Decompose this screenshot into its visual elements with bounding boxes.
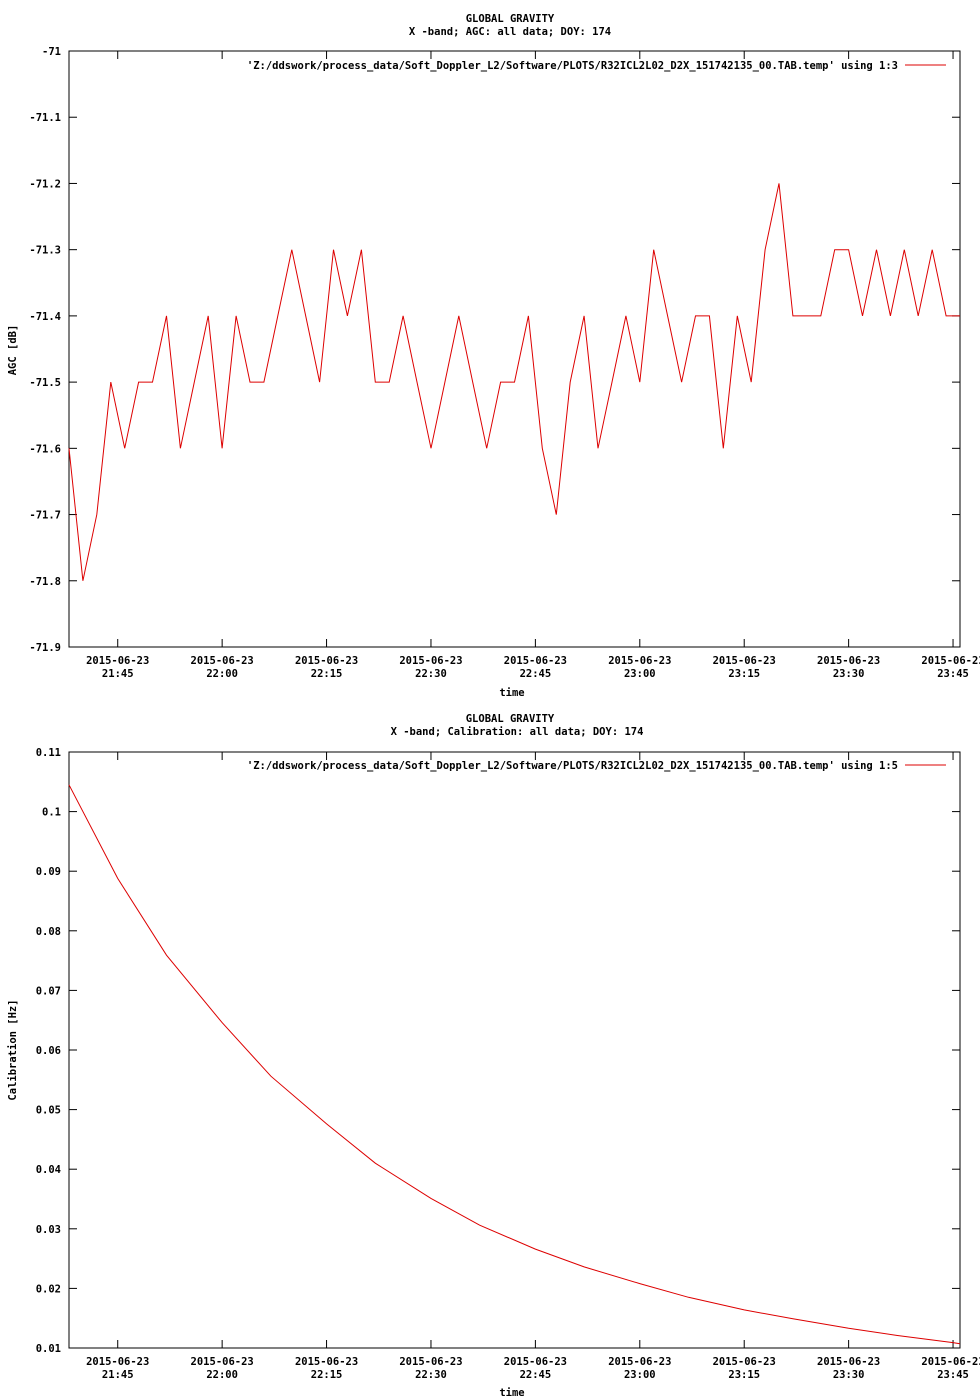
- calibration-plot-frame: [68, 751, 961, 1349]
- calibration-chart: GLOBAL GRAVITY X -band; Calibration: all…: [7, 713, 980, 1399]
- calibration-ytick-label: 0.02: [36, 1283, 61, 1295]
- calibration-xtick-time-label: 22:00: [206, 1369, 238, 1381]
- calibration-legend-label: 'Z:/ddswork/process_data/Soft_Doppler_L2…: [247, 760, 898, 772]
- calibration-xtick-time-label: 23:00: [624, 1369, 656, 1381]
- calibration-xtick-time-label: 23:45: [937, 1369, 969, 1381]
- agc-chart-subtitle: X -band; AGC: all data; DOY: 174: [409, 26, 611, 38]
- agc-ytick-label: -71.2: [29, 178, 61, 190]
- agc-xtick-time-label: 23:00: [624, 668, 656, 680]
- agc-ytick-label: -71: [42, 46, 61, 58]
- agc-xtick-date-label: 2015-06-23: [399, 655, 462, 667]
- agc-plot-frame: [68, 50, 961, 648]
- agc-y-axis: -71.9 -71.8 -71.7 -71.6 -71.5 -71.4 -71.3 -71.2…: [29, 46, 960, 654]
- agc-ytick-label: -71.1: [29, 112, 61, 124]
- calibration-xtick-time-label: 23:15: [728, 1369, 760, 1381]
- agc-xtick-time-label: 23:45: [937, 668, 969, 680]
- agc-x-axis-label: time: [499, 687, 524, 699]
- calibration-xtick-date-label: 2015-06-23: [608, 1356, 671, 1368]
- calibration-x-axis: 2015-06-2321:452015-06-2322:002015-06-23…: [86, 752, 980, 1381]
- calibration-ytick-label: 0.11: [36, 747, 61, 759]
- agc-ytick-label: -71.6: [29, 443, 61, 455]
- agc-xtick-date-label: 2015-06-23: [817, 655, 880, 667]
- calibration-ytick-label: 0.08: [36, 926, 61, 938]
- calibration-xtick-time-label: 23:30: [833, 1369, 865, 1381]
- calibration-xtick-date-label: 2015-06-23: [86, 1356, 149, 1368]
- calibration-xtick-date-label: 2015-06-23: [921, 1356, 980, 1368]
- calibration-xtick-time-label: 22:30: [415, 1369, 447, 1381]
- calibration-ytick-label: 0.05: [36, 1105, 61, 1117]
- calibration-xtick-time-label: 22:15: [311, 1369, 343, 1381]
- calibration-chart-subtitle: X -band; Calibration: all data; DOY: 174: [391, 726, 644, 738]
- calibration-ytick-label: 0.09: [36, 866, 61, 878]
- agc-xtick-time-label: 23:30: [833, 668, 865, 680]
- calibration-xtick-date-label: 2015-06-23: [817, 1356, 880, 1368]
- calibration-ytick-label: 0.06: [36, 1045, 61, 1057]
- agc-ytick-label: -71.9: [29, 642, 61, 654]
- calibration-ytick-label: 0.01: [36, 1343, 61, 1355]
- agc-xtick-date-label: 2015-06-23: [191, 655, 254, 667]
- calibration-chart-title: GLOBAL GRAVITY: [466, 713, 555, 725]
- agc-xtick-date-label: 2015-06-23: [921, 655, 980, 667]
- agc-chart: GLOBAL GRAVITY X -band; AGC: all data; D…: [7, 13, 980, 699]
- calibration-ytick-label: 0.04: [36, 1164, 61, 1176]
- agc-xtick-date-label: 2015-06-23: [608, 655, 671, 667]
- agc-series-group: [68, 183, 960, 581]
- agc-ytick-label: -71.7: [29, 510, 61, 522]
- calibration-xtick-date-label: 2015-06-23: [191, 1356, 254, 1368]
- agc-xtick-time-label: 22:00: [206, 668, 238, 680]
- agc-xtick-time-label: 22:30: [415, 668, 447, 680]
- calibration-series-line: [68, 784, 961, 1345]
- calibration-ytick-label: 0.07: [36, 985, 61, 997]
- agc-x-axis: 2015-06-2321:452015-06-2322:002015-06-23…: [86, 51, 980, 680]
- agc-xtick-date-label: 2015-06-23: [86, 655, 149, 667]
- calibration-xtick-date-label: 2015-06-23: [504, 1356, 567, 1368]
- calibration-ytick-label: 0.1: [42, 807, 61, 819]
- calibration-xtick-time-label: 21:45: [102, 1369, 134, 1381]
- agc-series-line: [68, 183, 960, 581]
- calibration-x-axis-label: time: [499, 1387, 524, 1399]
- agc-y-axis-label: AGC [dB]: [7, 325, 19, 376]
- agc-legend-label: 'Z:/ddswork/process_data/Soft_Doppler_L2…: [247, 60, 898, 72]
- agc-ytick-label: -71.8: [29, 576, 61, 588]
- calibration-ytick-label: 0.03: [36, 1224, 61, 1236]
- agc-xtick-date-label: 2015-06-23: [504, 655, 567, 667]
- agc-xtick-time-label: 23:15: [728, 668, 760, 680]
- agc-ytick-label: -71.4: [29, 311, 61, 323]
- calibration-y-axis-label: Calibration [Hz]: [7, 999, 19, 1100]
- agc-ytick-label: -71.5: [29, 377, 61, 389]
- agc-ytick-label: -71.3: [29, 245, 61, 257]
- agc-xtick-date-label: 2015-06-23: [295, 655, 358, 667]
- agc-chart-title: GLOBAL GRAVITY: [466, 13, 555, 25]
- calibration-y-axis: 0.01 0.02 0.03 0.04 0.05 0.06 0.07 0.08 0.09 0.1 0…: [36, 747, 960, 1355]
- agc-xtick-time-label: 22:15: [311, 668, 343, 680]
- agc-xtick-time-label: 21:45: [102, 668, 134, 680]
- agc-xtick-time-label: 22:45: [520, 668, 552, 680]
- calibration-xtick-date-label: 2015-06-23: [399, 1356, 462, 1368]
- calibration-xtick-date-label: 2015-06-23: [295, 1356, 358, 1368]
- calibration-series-group: [68, 784, 961, 1345]
- agc-xtick-date-label: 2015-06-23: [713, 655, 776, 667]
- calibration-xtick-date-label: 2015-06-23: [713, 1356, 776, 1368]
- calibration-xtick-time-label: 22:45: [520, 1369, 552, 1381]
